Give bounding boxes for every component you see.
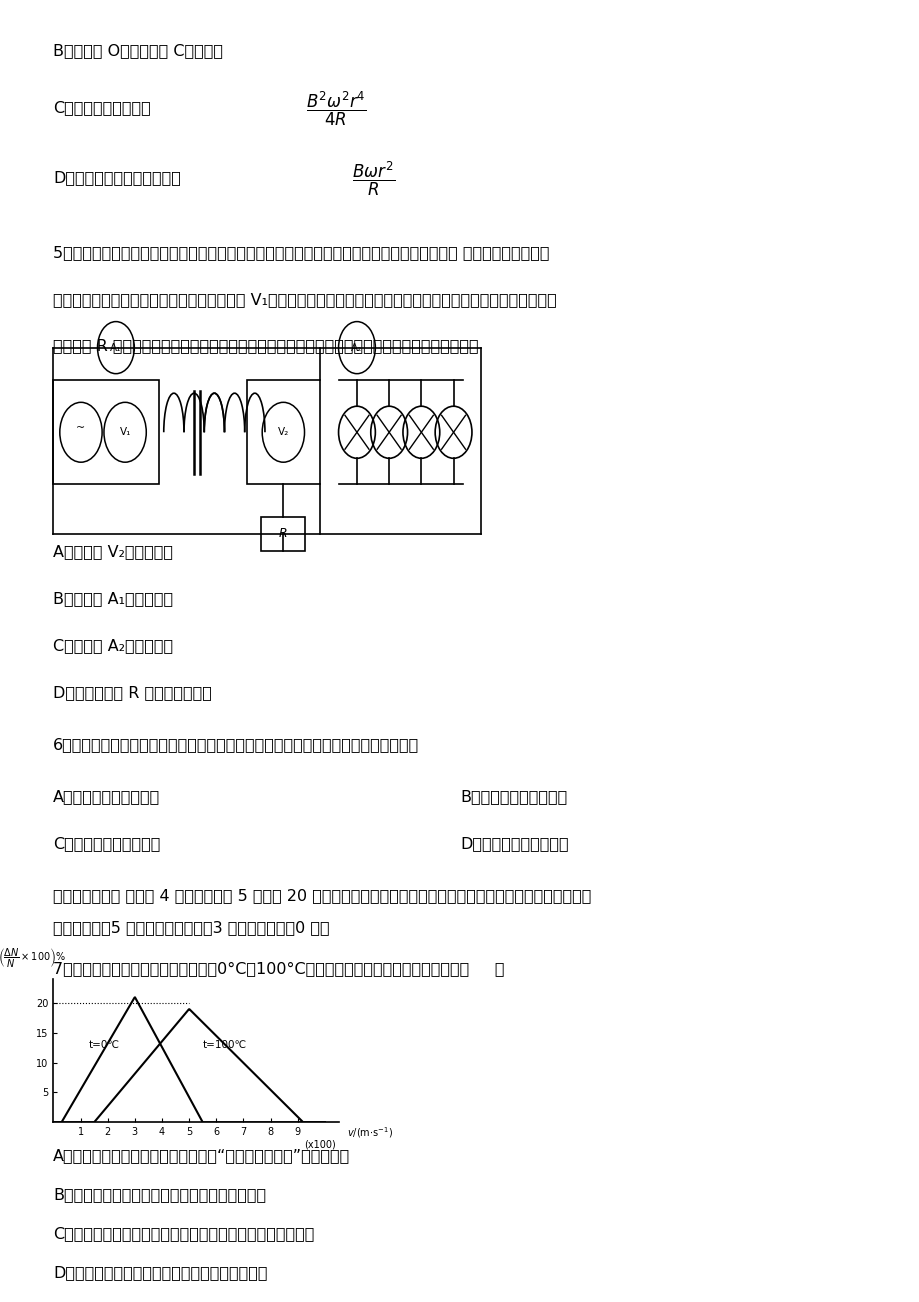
Text: B．导体棒 O端电势低于 C端的电势: B．导体棒 O端电势低于 C端的电势 <box>53 43 223 59</box>
Text: (x100): (x100) <box>303 1139 335 1150</box>
Text: $v/(\mathrm{m{\cdot}s^{-1}})$: $v/(\mathrm{m{\cdot}s^{-1}})$ <box>346 1125 392 1141</box>
Text: C．频率变小，波长变长: C．频率变小，波长变长 <box>53 836 161 852</box>
Text: A．电压表 V₂的示数不变: A．电压表 V₂的示数不变 <box>53 544 173 560</box>
Text: 负载变化时输入电压不会有大的波动（可认为 V₁的示数不变）．输出电压通过输电线输送给用户，两条输电线的等效: 负载变化时输入电压不会有大的波动（可认为 V₁的示数不变）．输出电压通过输电线输… <box>53 292 557 307</box>
Text: R: R <box>278 527 288 540</box>
Text: A₁: A₁ <box>110 342 121 353</box>
Text: B．随着温度升高，每一个氧气分子的速率都增大: B．随着温度升高，每一个氧气分子的速率都增大 <box>53 1187 267 1203</box>
Text: C．随着温度升高，氧气分子中速率小的分子所占的比例增加: C．随着温度升高，氧气分子中速率小的分子所占的比例增加 <box>53 1226 314 1242</box>
Text: $\left(\dfrac{\Delta N}{N}\times100\right)\%$: $\left(\dfrac{\Delta N}{N}\times100\righ… <box>0 947 65 970</box>
Text: A₂: A₂ <box>351 342 362 353</box>
Text: 二、多项选择题 本题共 4 小题，每小题 5 分，共 20 分。在每小题给出的四个选项中，有多个选项是符合题目要求的。: 二、多项选择题 本题共 4 小题，每小题 5 分，共 20 分。在每小题给出的四… <box>53 888 591 904</box>
Text: ~: ~ <box>76 423 85 434</box>
Text: 6、火车的鸣笛声由空气传到鐵轨中，则关于其频率和波长的变化情况，描述正确的是: 6、火车的鸣笛声由空气传到鐵轨中，则关于其频率和波长的变化情况，描述正确的是 <box>53 737 419 753</box>
Text: D．回路中的感应电流大小为: D．回路中的感应电流大小为 <box>53 171 181 186</box>
Text: t=100℃: t=100℃ <box>202 1040 246 1049</box>
Text: D．输电线电阻 R 消耗的功率不变: D．输电线电阻 R 消耗的功率不变 <box>53 685 212 700</box>
Text: t=0℃: t=0℃ <box>88 1040 119 1049</box>
Text: $\dfrac{B^2\omega^2r^4}{4R}$: $\dfrac{B^2\omega^2r^4}{4R}$ <box>306 90 367 128</box>
Text: D．频率变大，波长变短: D．频率变大，波长变短 <box>460 836 568 852</box>
Text: B．频率不变，波长变长: B．频率不变，波长变长 <box>460 789 567 805</box>
Text: B．电流表 A₁的示数不变: B．电流表 A₁的示数不变 <box>53 591 174 607</box>
Text: A．同一温度下，氧气分子速率呢现出“中间多、两头少”的分布规律: A．同一温度下，氧气分子速率呢现出“中间多、两头少”的分布规律 <box>53 1148 350 1164</box>
Text: D．随着温度升高，氧气分子的平均动能一定增大: D．随着温度升高，氧气分子的平均动能一定增大 <box>53 1266 267 1281</box>
Text: V₁: V₁ <box>119 427 130 437</box>
Text: 总电阻用 R 表示，图中电压表和电流表均为理想电表．当用户的用电器增加时，下列说法正确的是: 总电阻用 R 表示，图中电压表和电流表均为理想电表．当用户的用电器增加时，下列说… <box>53 339 479 354</box>
Text: 7、如图所示是氧气分子在不同温度（0°C和100°C）下的速率分布曲线，由图可得信息（     ）: 7、如图所示是氧气分子在不同温度（0°C和100°C）下的速率分布曲线，由图可得… <box>53 961 505 976</box>
Text: $\dfrac{B\omega r^2}{R}$: $\dfrac{B\omega r^2}{R}$ <box>352 160 395 198</box>
Text: V₂: V₂ <box>278 427 289 437</box>
Text: A．频率不变，波长变短: A．频率不变，波长变短 <box>53 789 161 805</box>
Text: C．外力做功的功率为: C．外力做功的功率为 <box>53 100 151 116</box>
Text: C．电流表 A₂的示数不变: C．电流表 A₂的示数不变 <box>53 638 174 654</box>
Text: 全部选对的得5 分，选对但不全的得3 分，有选错的得0 分。: 全部选对的得5 分，选对但不全的得3 分，有选错的得0 分。 <box>53 921 330 936</box>
Text: 5、衔头变压器（视为理想变压器）通过降压给用户供电的示意图如图所示．变压器的输入电压 是市区电网的电压，: 5、衔头变压器（视为理想变压器）通过降压给用户供电的示意图如图所示．变压器的输入… <box>53 245 550 260</box>
